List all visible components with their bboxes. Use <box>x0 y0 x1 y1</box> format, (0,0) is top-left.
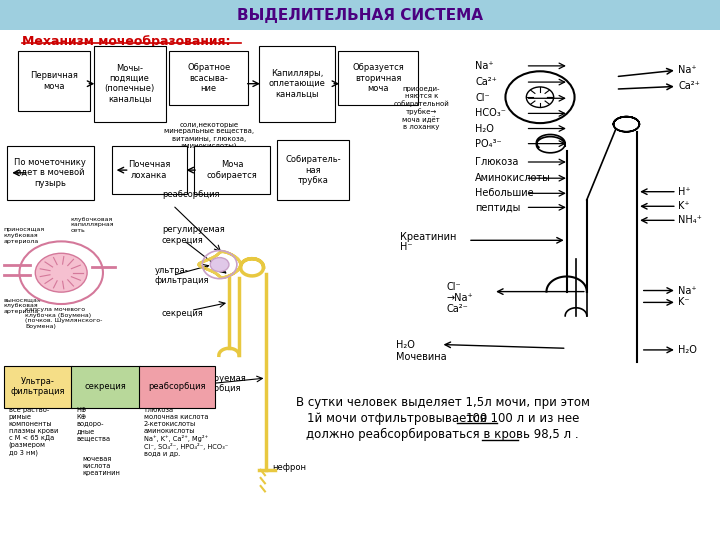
Text: Аминокислоты: Аминокислоты <box>475 173 551 183</box>
Text: Н⁻: Н⁻ <box>400 242 412 252</box>
Text: нефрон: нефрон <box>272 463 306 471</box>
Text: Обратное
всасыва-
ние: Обратное всасыва- ние <box>187 63 230 93</box>
Text: NH₄⁺: NH₄⁺ <box>678 215 702 225</box>
Text: Моча
собирается: Моча собирается <box>207 160 258 180</box>
Text: ультра-
фильтрация: ультра- фильтрация <box>155 266 210 285</box>
Text: Cl⁻: Cl⁻ <box>446 282 461 292</box>
Text: секреция: секреция <box>85 382 126 391</box>
Text: мочевая
кислота
креатинин: мочевая кислота креатинин <box>83 456 121 476</box>
FancyBboxPatch shape <box>169 51 248 105</box>
Text: Образуется
вторичная
моча: Образуется вторичная моча <box>352 63 404 93</box>
FancyBboxPatch shape <box>277 140 349 200</box>
FancyBboxPatch shape <box>7 146 94 200</box>
Text: В сутки человек выделяет 1,5л мочи, при этом: В сутки человек выделяет 1,5л мочи, при … <box>296 396 590 409</box>
Text: Собиратель-
ная
трубка: Собиратель- ная трубка <box>285 155 341 185</box>
FancyBboxPatch shape <box>0 0 720 30</box>
Text: Ca²⁺: Ca²⁺ <box>678 82 700 91</box>
Ellipse shape <box>210 258 229 272</box>
Text: HCO₃⁻: HCO₃⁻ <box>475 109 506 118</box>
Text: H₂O: H₂O <box>475 124 494 133</box>
Text: Ca²⁻: Ca²⁻ <box>446 304 468 314</box>
Text: секреция: секреция <box>162 309 204 318</box>
Ellipse shape <box>35 253 87 292</box>
Text: реабсорбция: реабсорбция <box>148 382 205 391</box>
Text: Ca²⁺: Ca²⁺ <box>475 77 497 87</box>
Text: Na⁺: Na⁺ <box>475 61 494 71</box>
Text: Капилляры,
оплетающие
канальцы: Капилляры, оплетающие канальцы <box>269 69 325 99</box>
Text: Креатинин: Креатинин <box>400 232 456 241</box>
Text: регулируемая
реабсорбция: регулируемая реабсорбция <box>184 374 246 393</box>
Text: присоеди-
няются к
собирательной
трубке→
моча идёт
в лоханку: присоеди- няются к собирательной трубке→… <box>393 86 449 130</box>
FancyBboxPatch shape <box>4 366 72 408</box>
FancyBboxPatch shape <box>338 51 418 105</box>
Text: По мочеточнику
идет в мочевой
пузырь: По мочеточнику идет в мочевой пузырь <box>14 158 86 188</box>
Text: реабсорбция: реабсорбция <box>162 190 220 199</box>
FancyBboxPatch shape <box>71 366 140 408</box>
Text: пептиды: пептиды <box>475 202 521 212</box>
Text: капсула мочевого
клубочка (Боумена)
(почков. Шумлянского-
Боумена): капсула мочевого клубочка (Боумена) (поч… <box>25 307 102 329</box>
Text: PO₄³⁻: PO₄³⁻ <box>475 139 502 148</box>
Text: 1й мочи отфильтровывается 100 л и из нее: 1й мочи отфильтровывается 100 л и из нее <box>307 412 579 425</box>
Text: 100: 100 <box>466 412 487 425</box>
Text: выносящая
клубковая
артериола: выносящая клубковая артериола <box>4 297 41 314</box>
FancyBboxPatch shape <box>139 366 215 408</box>
Text: Мочевина: Мочевина <box>396 353 446 362</box>
Text: H₂O: H₂O <box>678 345 697 355</box>
Text: все раство-
римые
компоненты
плазмы крови
с М < 65 кДа
(размером
до 3 нм): все раство- римые компоненты плазмы кров… <box>9 407 58 456</box>
FancyBboxPatch shape <box>94 46 166 122</box>
FancyBboxPatch shape <box>18 51 90 111</box>
Text: клубочковая
капиллярная
сеть: клубочковая капиллярная сеть <box>71 217 114 233</box>
Text: ВЫДЕЛИТЕЛЬНАЯ СИСТЕМА: ВЫДЕЛИТЕЛЬНАЯ СИСТЕМА <box>237 8 483 23</box>
FancyBboxPatch shape <box>259 46 335 122</box>
Text: соли,некоторые
минеральные вещества,
витамины, глюкоза,
аминокислоты): соли,некоторые минеральные вещества, вит… <box>163 122 254 149</box>
Text: K⁺: K⁺ <box>678 201 690 211</box>
Text: Почечная
лоханка: Почечная лоханка <box>128 160 171 180</box>
Text: Na⁺: Na⁺ <box>678 286 697 295</box>
Text: Ультра-
фильтрация: Ультра- фильтрация <box>11 377 65 396</box>
Text: Na⁺: Na⁺ <box>678 65 697 75</box>
Text: глюкоза
молочная кислота
2-кетокислоты
аминокислоты
Na⁺, K⁺, Ca²⁺, Mg²⁺
Cl⁻, SO₄: глюкоза молочная кислота 2-кетокислоты а… <box>144 407 228 457</box>
Text: K⁻: K⁻ <box>678 298 690 307</box>
Text: приносящая
клубковая
артериола: приносящая клубковая артериола <box>4 227 45 244</box>
Text: регулируемая
секреция: регулируемая секреция <box>162 225 225 245</box>
Text: →Na⁺: →Na⁺ <box>446 293 473 303</box>
Text: должно реабсорбироваться в кровь 98,5 л .: должно реабсорбироваться в кровь 98,5 л … <box>307 428 579 441</box>
Text: Первичная
моча: Первичная моча <box>30 71 78 91</box>
FancyBboxPatch shape <box>112 146 187 194</box>
Text: H⁺: H⁺ <box>678 187 691 197</box>
Text: H₂O: H₂O <box>396 340 415 349</box>
Text: Cl⁻: Cl⁻ <box>475 93 490 103</box>
Text: Глюкоза: Глюкоза <box>475 157 518 167</box>
Text: Н⊕
К⊕
водоро-
дные
вещества: Н⊕ К⊕ водоро- дные вещества <box>76 407 110 441</box>
FancyBboxPatch shape <box>194 146 270 194</box>
Text: Механизм мочеобразования:: Механизм мочеобразования: <box>22 35 230 48</box>
Text: Небольшие: Небольшие <box>475 188 534 198</box>
Text: Мочы-
подящие
(попечные)
канальцы: Мочы- подящие (попечные) канальцы <box>104 64 155 104</box>
